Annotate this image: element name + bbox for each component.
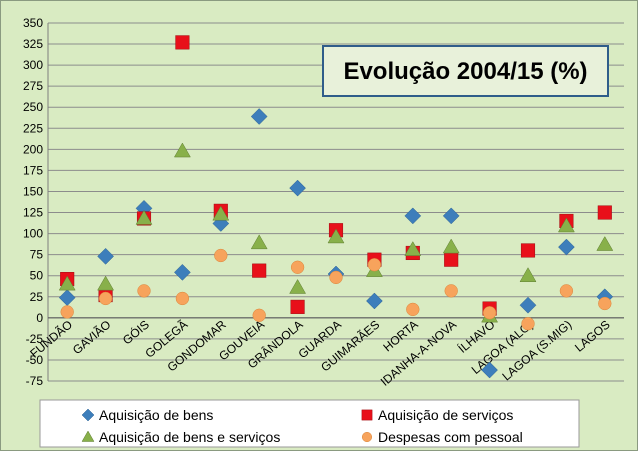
y-tick-label: 325 xyxy=(23,37,43,51)
data-point-diamond xyxy=(174,263,191,281)
y-tick-label: -50 xyxy=(26,353,44,367)
chart-title: Evolução 2004/15 (%) xyxy=(343,58,587,85)
legend-marker-triangle xyxy=(81,430,95,442)
data-point-square xyxy=(597,205,612,220)
y-tick-label: 100 xyxy=(23,227,43,241)
legend-marker-diamond xyxy=(81,408,95,422)
data-point-circle xyxy=(367,258,382,272)
data-point-square xyxy=(444,252,459,267)
title-box: Evolução 2004/15 (%) xyxy=(322,45,609,97)
data-point-circle xyxy=(98,291,113,306)
data-point-triangle xyxy=(596,236,614,251)
data-point-circle xyxy=(406,302,420,317)
data-point-triangle xyxy=(135,209,153,225)
legend-marker-circle xyxy=(361,431,373,443)
data-point-triangle xyxy=(327,228,345,244)
data-point-diamond xyxy=(442,207,460,225)
legend-label: Aquisição de bens e serviços xyxy=(99,429,280,445)
legend-item: Aquisição de bens e serviços xyxy=(81,429,280,445)
data-point-circle xyxy=(521,317,535,331)
legend-box xyxy=(39,399,580,448)
y-tick-label: 0 xyxy=(36,311,43,325)
data-point-circle xyxy=(482,306,497,320)
y-tick-label: -75 xyxy=(26,374,44,388)
data-point-triangle xyxy=(173,142,191,158)
legend-marker-square xyxy=(361,409,373,421)
y-tick-label: 150 xyxy=(23,184,43,198)
data-point-square xyxy=(520,243,536,258)
legend-label: Aquisição de serviços xyxy=(378,407,513,423)
data-point-circle xyxy=(559,284,574,298)
data-point-triangle xyxy=(404,241,422,256)
y-tick-labels: -75 -50 -25 0 25 50 75 100 125 150 175 200 225 250 275… xyxy=(23,16,43,388)
y-tick-label: 125 xyxy=(23,206,43,220)
data-point-diamond xyxy=(366,292,383,310)
y-tick-label: 175 xyxy=(23,163,43,177)
data-point-triangle xyxy=(442,238,460,254)
data-point-diamond xyxy=(250,108,268,125)
y-tick-label: 300 xyxy=(23,58,43,72)
data-point-circle xyxy=(252,308,266,322)
data-point-square xyxy=(290,299,305,314)
data-point-circle xyxy=(598,296,612,311)
data-point-diamond xyxy=(289,179,306,197)
data-point-diamond xyxy=(519,296,537,314)
data-point-triangle xyxy=(250,234,268,250)
legend: Aquisição de bens Aquisição de serviços Aq… xyxy=(39,399,580,448)
data-point-circle xyxy=(329,270,343,285)
series-circle xyxy=(60,248,612,331)
y-tick-label: -25 xyxy=(26,332,44,346)
legend-label: Despesas com pessoal xyxy=(378,429,523,445)
data-point-triangle xyxy=(289,278,307,294)
data-point-diamond xyxy=(481,361,498,379)
data-point-square xyxy=(252,263,267,278)
y-tick-label: 250 xyxy=(23,100,43,114)
y-tick-label: 275 xyxy=(23,79,43,93)
y-tick-label: 50 xyxy=(30,269,44,283)
data-point-circle xyxy=(137,284,151,298)
data-point-triangle xyxy=(519,267,537,282)
data-point-circle xyxy=(175,291,190,306)
data-point-triangle xyxy=(97,275,115,291)
y-tick-label: 75 xyxy=(30,248,44,262)
data-point-circle xyxy=(444,284,458,298)
legend-item: Despesas com pessoal xyxy=(361,429,523,445)
y-tick-label: 25 xyxy=(30,290,44,304)
data-point-circle xyxy=(290,260,305,274)
data-point-triangle xyxy=(58,275,76,291)
series xyxy=(58,35,614,379)
y-tick-label: 350 xyxy=(23,16,43,30)
data-point-triangle xyxy=(557,217,575,233)
data-point-diamond xyxy=(404,207,422,225)
data-point-circle xyxy=(214,248,228,263)
legend-label: Aquisição de bens xyxy=(99,407,213,423)
title-box-frame xyxy=(322,45,609,97)
data-point-square xyxy=(175,35,190,50)
legend-item: Aquisição de bens xyxy=(81,407,213,423)
y-tick-label: 225 xyxy=(23,121,43,135)
data-point-circle xyxy=(60,305,74,319)
data-point-diamond xyxy=(558,238,575,256)
legend-item: Aquisição de serviços xyxy=(361,407,513,423)
data-point-diamond xyxy=(97,247,114,265)
data-point-triangle xyxy=(212,205,230,221)
y-tick-label: 200 xyxy=(23,142,43,156)
